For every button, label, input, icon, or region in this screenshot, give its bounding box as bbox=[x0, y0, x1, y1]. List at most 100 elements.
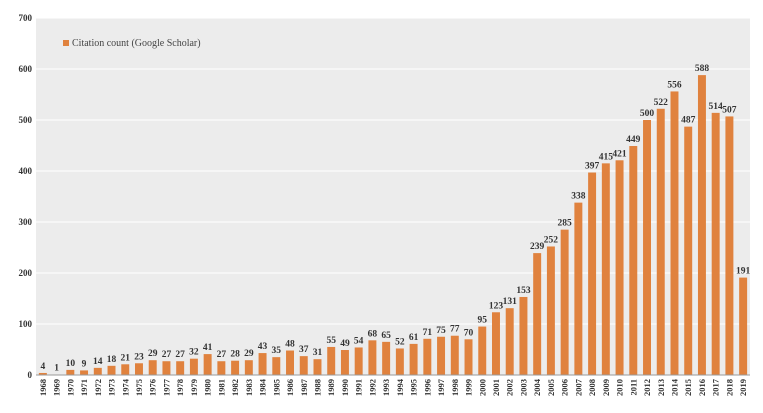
bar bbox=[107, 365, 116, 375]
x-tick-label: 1990 bbox=[340, 379, 350, 396]
x-tick-label: 1988 bbox=[312, 379, 322, 396]
x-tick-label: 1983 bbox=[244, 379, 254, 396]
x-tick-label: 1968 bbox=[38, 379, 48, 396]
x-tick-label: 1998 bbox=[450, 379, 460, 396]
bar bbox=[66, 369, 75, 375]
bar-series bbox=[38, 75, 748, 376]
bar bbox=[121, 364, 130, 375]
bar bbox=[395, 348, 404, 375]
x-tick-label: 1989 bbox=[326, 379, 336, 396]
bar bbox=[382, 341, 391, 375]
bar bbox=[286, 350, 295, 375]
bar bbox=[574, 202, 583, 375]
bar bbox=[354, 347, 363, 375]
bar bbox=[423, 338, 432, 375]
data-label: 421 bbox=[612, 149, 627, 159]
data-label: 77 bbox=[450, 325, 460, 335]
bar bbox=[148, 360, 157, 375]
x-tick-label: 2017 bbox=[711, 378, 721, 396]
bar bbox=[491, 312, 500, 375]
bar bbox=[327, 346, 336, 375]
data-label: 338 bbox=[571, 192, 586, 202]
bar bbox=[533, 253, 542, 375]
x-tick-label: 1995 bbox=[409, 379, 419, 396]
data-label: 35 bbox=[272, 346, 282, 356]
x-tick-label: 1981 bbox=[216, 379, 226, 396]
bar bbox=[615, 160, 624, 375]
data-label: 27 bbox=[217, 350, 227, 360]
data-label: 31 bbox=[313, 348, 323, 358]
data-label: 252 bbox=[544, 235, 559, 245]
x-tick-label: 1999 bbox=[464, 379, 474, 396]
bar bbox=[176, 361, 185, 375]
bar bbox=[134, 363, 143, 375]
bar bbox=[670, 91, 679, 375]
bar bbox=[478, 326, 487, 375]
x-tick-label: 1994 bbox=[395, 378, 405, 396]
x-tick-label: 1996 bbox=[422, 379, 432, 396]
x-tick-label: 2001 bbox=[491, 379, 501, 396]
data-label: 54 bbox=[354, 336, 364, 346]
x-tick-label: 1992 bbox=[367, 379, 377, 396]
x-tick-label: 2008 bbox=[587, 379, 597, 396]
data-label: 514 bbox=[709, 102, 724, 112]
data-label: 29 bbox=[148, 349, 158, 359]
data-label: 43 bbox=[258, 342, 268, 352]
data-label: 9 bbox=[82, 359, 87, 369]
y-tick-label: 600 bbox=[19, 64, 33, 74]
y-tick-label: 0 bbox=[28, 370, 33, 380]
bar bbox=[697, 75, 706, 376]
bar bbox=[368, 340, 377, 375]
data-label: 49 bbox=[340, 339, 350, 349]
x-tick-label: 2014 bbox=[669, 378, 679, 396]
data-label: 4 bbox=[40, 362, 45, 372]
data-label: 75 bbox=[436, 326, 446, 336]
x-tick-label: 2002 bbox=[505, 379, 515, 396]
bar bbox=[189, 358, 198, 375]
bar bbox=[93, 367, 102, 375]
x-tick-label: 2018 bbox=[724, 379, 734, 396]
x-tick-label: 1986 bbox=[285, 379, 295, 396]
bar bbox=[437, 336, 446, 375]
bar bbox=[739, 277, 748, 375]
data-label: 588 bbox=[695, 64, 710, 74]
y-tick-label: 100 bbox=[19, 319, 33, 329]
bar bbox=[711, 112, 720, 376]
y-tick-label: 200 bbox=[19, 268, 33, 278]
data-label: 27 bbox=[162, 350, 172, 360]
x-tick-label: 2009 bbox=[601, 379, 611, 396]
data-label: 397 bbox=[585, 162, 600, 172]
data-label: 70 bbox=[464, 328, 474, 338]
x-tick-label: 2006 bbox=[560, 379, 570, 396]
data-label: 10 bbox=[66, 359, 76, 369]
bar bbox=[203, 354, 212, 375]
bar bbox=[409, 343, 418, 375]
data-label: 131 bbox=[503, 297, 518, 307]
data-label: 65 bbox=[381, 331, 391, 341]
y-tick-label: 700 bbox=[19, 13, 33, 23]
legend: Citation count (Google Scholar) bbox=[63, 38, 201, 49]
data-label: 21 bbox=[121, 353, 131, 363]
x-axis-ticks: 1968 1969 1970 1971 1972 1973 1974 1975 1976 1977… bbox=[38, 378, 748, 396]
bar bbox=[505, 308, 514, 375]
data-label: 18 bbox=[107, 355, 117, 365]
x-tick-label: 1976 bbox=[148, 379, 158, 396]
plot-background bbox=[36, 18, 750, 375]
x-tick-label: 1982 bbox=[230, 379, 240, 396]
x-tick-label: 1985 bbox=[271, 379, 281, 396]
bar bbox=[519, 296, 528, 375]
x-tick-label: 1972 bbox=[93, 379, 103, 396]
data-label: 37 bbox=[299, 345, 309, 355]
bar bbox=[725, 116, 734, 376]
data-label: 55 bbox=[326, 336, 336, 346]
data-label: 48 bbox=[285, 340, 295, 350]
bar bbox=[80, 370, 89, 375]
data-label: 61 bbox=[409, 333, 419, 343]
x-tick-label: 1975 bbox=[134, 379, 144, 396]
x-tick-label: 1979 bbox=[189, 379, 199, 396]
x-tick-label: 1970 bbox=[65, 379, 75, 396]
bar bbox=[656, 108, 665, 375]
data-label: 556 bbox=[667, 80, 682, 90]
x-tick-label: 2019 bbox=[738, 379, 748, 396]
bar bbox=[217, 361, 226, 375]
